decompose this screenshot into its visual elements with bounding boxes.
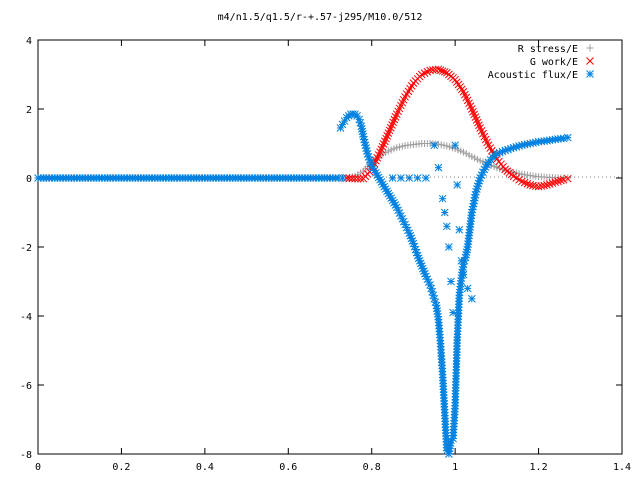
data-point: [563, 133, 572, 142]
data-point: [351, 174, 359, 183]
data-point: [467, 105, 476, 113]
x-tick-label: 0: [35, 462, 41, 473]
data-point: [467, 294, 476, 303]
data-point: [472, 115, 481, 124]
data-point: [376, 148, 384, 156]
data-point: [353, 174, 362, 183]
data-point: [520, 178, 529, 187]
data-point: [413, 174, 422, 182]
data-point: [438, 194, 447, 203]
x-tick-label: 1.4: [613, 462, 631, 473]
data-point: [430, 141, 439, 150]
legend-marker: [586, 44, 594, 52]
series-1: [342, 65, 572, 191]
data-point: [456, 83, 465, 91]
data-point: [556, 176, 565, 185]
data-point: [397, 174, 405, 182]
data-point: [442, 222, 451, 231]
data-point: [453, 181, 462, 189]
legend-label: G work/E: [530, 57, 578, 68]
data-point: [470, 110, 479, 119]
data-point: [391, 113, 400, 121]
data-point: [563, 174, 572, 183]
data-point: [440, 68, 449, 76]
data-point: [447, 277, 455, 286]
y-tick-label: 2: [26, 105, 32, 116]
data-point: [554, 177, 562, 186]
data-point: [454, 80, 463, 89]
legend-marker: [586, 70, 594, 78]
data-point: [518, 177, 526, 186]
plot-frame: [37, 39, 623, 455]
data-point: [451, 141, 459, 150]
x-tick-label: 1.2: [530, 462, 548, 473]
chart-title: m4/n1.5/q1.5/r-+.57-j295/M10.0/512: [218, 12, 423, 23]
legend-marker: [586, 57, 594, 65]
data-point: [338, 174, 347, 182]
y-tick-label: -8: [20, 450, 32, 461]
data-point: [434, 65, 443, 74]
series-3: [388, 141, 476, 317]
data-point: [445, 243, 453, 251]
y-tick-label: 0: [26, 174, 32, 185]
y-tick-label: -4: [20, 312, 32, 323]
data-point: [551, 178, 560, 186]
data-point: [463, 284, 472, 293]
data-point: [384, 129, 393, 138]
data-point: [438, 67, 447, 75]
data-point: [385, 126, 394, 135]
data-point: [390, 115, 399, 124]
data-point: [436, 66, 445, 75]
data-point: [459, 270, 468, 279]
data-point: [457, 256, 466, 265]
legend-label: R stress/E: [518, 44, 578, 55]
data-point: [356, 174, 365, 183]
data-point: [383, 132, 392, 140]
data-point: [388, 121, 396, 129]
y-tick-label: 4: [26, 36, 32, 47]
data-point: [455, 225, 464, 234]
data-point: [386, 123, 395, 132]
x-tick-label: 1: [452, 462, 458, 473]
data-point: [473, 118, 482, 127]
data-point: [451, 75, 459, 84]
data-point: [469, 199, 478, 208]
data-point: [475, 121, 483, 130]
data-point: [545, 180, 554, 188]
legend-label: Acoustic flux/E: [488, 70, 578, 81]
data-point: [378, 142, 387, 151]
x-tick-label: 0.4: [196, 462, 214, 473]
data-point: [379, 140, 388, 148]
data-point: [452, 78, 461, 86]
data-marks: [34, 65, 572, 458]
data-point: [540, 181, 548, 190]
x-tick-label: 0.8: [363, 462, 381, 473]
data-point: [389, 118, 398, 127]
series-4: [34, 174, 347, 182]
data-point: [531, 182, 540, 190]
data-point: [388, 174, 397, 182]
legend: R stress/E G work/E Acoustic flux/E: [488, 44, 594, 81]
y-tick-label: -6: [20, 381, 32, 392]
data-point: [422, 174, 430, 182]
axis-ticks: 0 0.2 0.4 0.6 0.8 1 1.2 1.4 4 2 0 -2 -4 -6 -8: [20, 36, 631, 473]
data-point: [440, 208, 449, 217]
data-point: [434, 163, 443, 172]
data-point: [469, 107, 477, 116]
data-point: [405, 174, 414, 182]
data-point: [543, 181, 551, 189]
data-point: [471, 113, 480, 121]
series-2: [336, 110, 572, 458]
x-tick-label: 0.2: [112, 462, 130, 473]
data-point: [377, 145, 386, 154]
x-tick-label: 0.6: [279, 462, 297, 473]
data-point: [449, 308, 457, 317]
data-point: [380, 137, 389, 146]
data-point: [548, 179, 557, 187]
data-point: [523, 179, 532, 188]
data-point: [382, 134, 390, 143]
y-tick-label: -2: [20, 243, 32, 254]
